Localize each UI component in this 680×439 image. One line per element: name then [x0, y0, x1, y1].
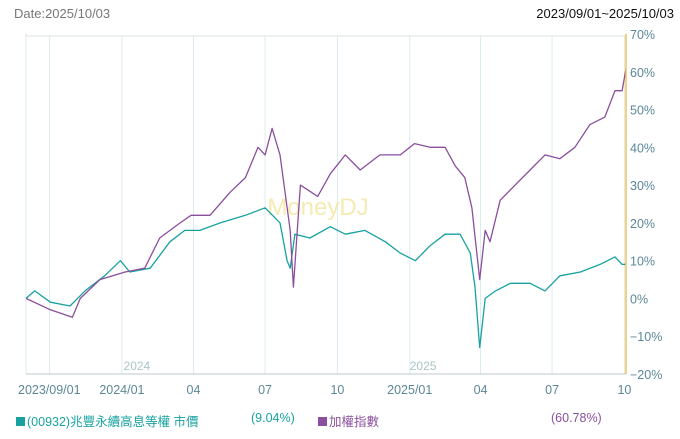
x-tick-label: 07: [258, 383, 272, 397]
watermark: MoneyDJ: [267, 194, 368, 221]
legend-return-00932: (9.04%): [251, 411, 295, 425]
legend-label: (00932)兆豐永續高息等權 市價: [27, 415, 199, 429]
x-tick-label: 2025/01: [387, 383, 432, 397]
legend-return-taiex: (60.78%): [551, 411, 602, 425]
y-tick-label: −10%: [630, 330, 662, 344]
x-tick-label: 10: [330, 383, 344, 397]
x-tick-label: 2023/09/01: [18, 383, 81, 397]
y-tick-label: 10%: [630, 255, 655, 269]
x-tick-label: 04: [474, 383, 488, 397]
y-tick-label: 40%: [630, 141, 655, 155]
legend-item-00932: (00932)兆豐永續高息等權 市價: [16, 411, 199, 430]
y-tick-label: 0%: [630, 292, 648, 306]
legend-swatch-teal: [16, 417, 25, 426]
date-range-label: 2023/09/01~2025/10/03: [536, 6, 674, 21]
x-tick-label: 2024/01: [99, 383, 144, 397]
x-tick-label: 07: [545, 383, 559, 397]
x-tick-label: 04: [187, 383, 201, 397]
y-tick-label: 50%: [630, 104, 655, 118]
x-tick-label: 10: [617, 383, 631, 397]
y-tick-label: −20%: [630, 368, 662, 382]
y-tick-label: 20%: [630, 217, 655, 231]
series-line-00932: [25, 207, 627, 349]
y-tick-label: 60%: [630, 66, 655, 80]
legend-swatch-purple: [318, 417, 327, 426]
year-label: 2024: [124, 359, 151, 373]
legend-label: 加權指數: [329, 415, 380, 429]
series-line-taiex: [25, 68, 627, 318]
legend-item-taiex: 加權指數: [318, 411, 379, 430]
y-tick-label: 30%: [630, 179, 655, 193]
y-tick-label: 70%: [630, 28, 655, 42]
year-label: 2025: [410, 359, 437, 373]
date-label: Date:2025/10/03: [14, 6, 111, 21]
